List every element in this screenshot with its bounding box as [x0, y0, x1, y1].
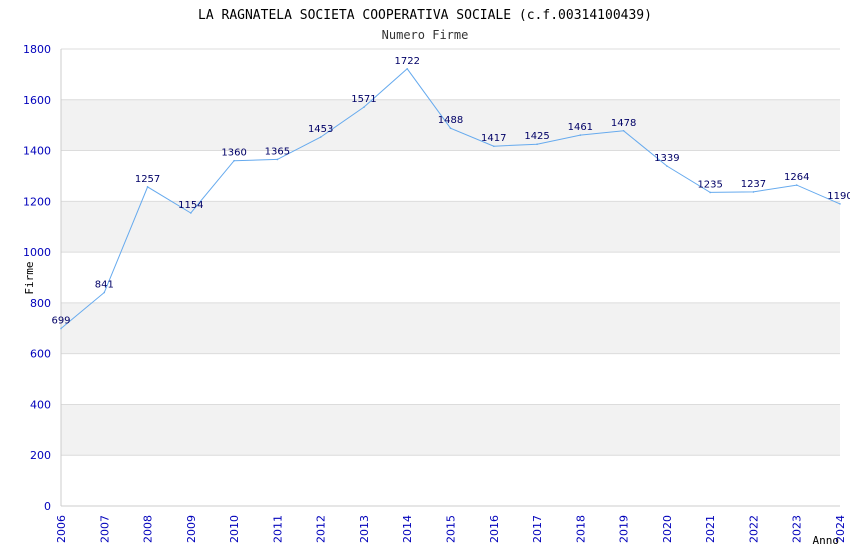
data-point [795, 184, 798, 186]
series-line [60, 68, 841, 330]
data-label: 1365 [265, 146, 290, 157]
data-point [276, 158, 279, 161]
x-tick-label: 2024 [834, 515, 847, 543]
data-point [319, 136, 322, 138]
data-point [536, 143, 538, 146]
x-tick-label: 2017 [531, 515, 544, 543]
x-tick-labels: 2006 2007 2008 2009 2010 2011 2012 2013 2014 2015… [55, 515, 847, 543]
data-labels: 699 841 1257 1154 1360 1365 1453 1571 1722 1488 14… [51, 56, 850, 327]
data-label: 1154 [178, 200, 203, 211]
x-tick-label: 2011 [271, 515, 284, 543]
y-axis-title: Firme [23, 261, 36, 294]
data-label: 1722 [394, 56, 419, 67]
y-tick-label: 400 [30, 398, 51, 411]
x-tick-label: 2014 [401, 515, 414, 543]
data-point [406, 68, 409, 70]
x-tick-label: 2018 [574, 515, 587, 543]
data-point [492, 145, 495, 148]
x-tick-label: 2023 [791, 515, 804, 543]
data-label: 1461 [568, 122, 593, 133]
data-point [622, 129, 625, 132]
data-label: 1453 [308, 124, 333, 135]
x-tick-label: 2019 [618, 515, 631, 543]
data-point [752, 191, 755, 193]
data-point [60, 327, 62, 330]
data-label: 1190 [827, 191, 850, 202]
x-tick-label: 2010 [228, 515, 241, 543]
data-point [190, 212, 192, 214]
data-point [146, 186, 149, 188]
x-tick-label: 2015 [445, 515, 458, 543]
data-label: 1360 [221, 148, 246, 159]
x-tick-label: 2012 [315, 515, 328, 543]
x-tick-label: 2013 [358, 515, 371, 543]
y-tick-label: 800 [30, 297, 51, 310]
y-tick-label: 600 [30, 348, 51, 361]
data-label: 1257 [135, 174, 160, 185]
chart-title: LA RAGNATELA SOCIETA COOPERATIVA SOCIALE… [198, 8, 652, 23]
data-point [579, 134, 582, 136]
data-label: 1571 [351, 94, 376, 105]
axes [60, 49, 840, 507]
grid-band [61, 404, 840, 456]
y-tick-label: 1000 [23, 246, 51, 259]
y-tick-label: 0 [44, 500, 51, 513]
y-tick-label: 1200 [23, 195, 51, 208]
data-point [363, 106, 365, 108]
x-tick-label: 2008 [142, 515, 155, 543]
grid-band [61, 201, 840, 253]
x-tick-label: 2021 [704, 515, 717, 543]
y-tick-label: 1600 [23, 94, 51, 107]
data-label: 1425 [524, 131, 549, 142]
data-label: 841 [95, 279, 114, 290]
x-tick-label: 2006 [55, 515, 68, 543]
data-point [449, 127, 452, 130]
data-point [666, 165, 668, 167]
x-tick-label: 2009 [185, 515, 198, 543]
x-tick-label: 2020 [661, 515, 674, 543]
grid-band [61, 99, 840, 151]
x-tick-label: 2007 [98, 515, 111, 543]
data-point [709, 191, 711, 194]
y-tick-label: 1800 [23, 43, 51, 56]
x-tick-label: 2022 [747, 515, 760, 543]
data-label: 1417 [481, 133, 506, 144]
y-tick-label: 200 [30, 449, 51, 462]
background-bands [61, 99, 840, 456]
chart-subtitle: Numero Firme [382, 28, 469, 42]
data-label: 1488 [438, 115, 463, 126]
data-point [233, 159, 235, 162]
data-label: 1235 [697, 179, 722, 190]
data-label: 1237 [741, 179, 766, 190]
data-point [839, 203, 841, 205]
data-label: 1478 [611, 118, 636, 129]
data-label: 1264 [784, 172, 809, 183]
y-tick-label: 1400 [23, 145, 51, 158]
grid-band [61, 302, 840, 354]
gridlines [61, 48, 840, 507]
y-tick-labels: 0 200 400 600 800 1000 1200 1400 1600 1800 [23, 43, 51, 513]
x-tick-label: 2016 [488, 515, 501, 543]
x-axis-title: Anno [813, 534, 840, 547]
data-point [103, 291, 106, 294]
data-label: 699 [51, 316, 70, 327]
data-label: 1339 [654, 153, 679, 164]
